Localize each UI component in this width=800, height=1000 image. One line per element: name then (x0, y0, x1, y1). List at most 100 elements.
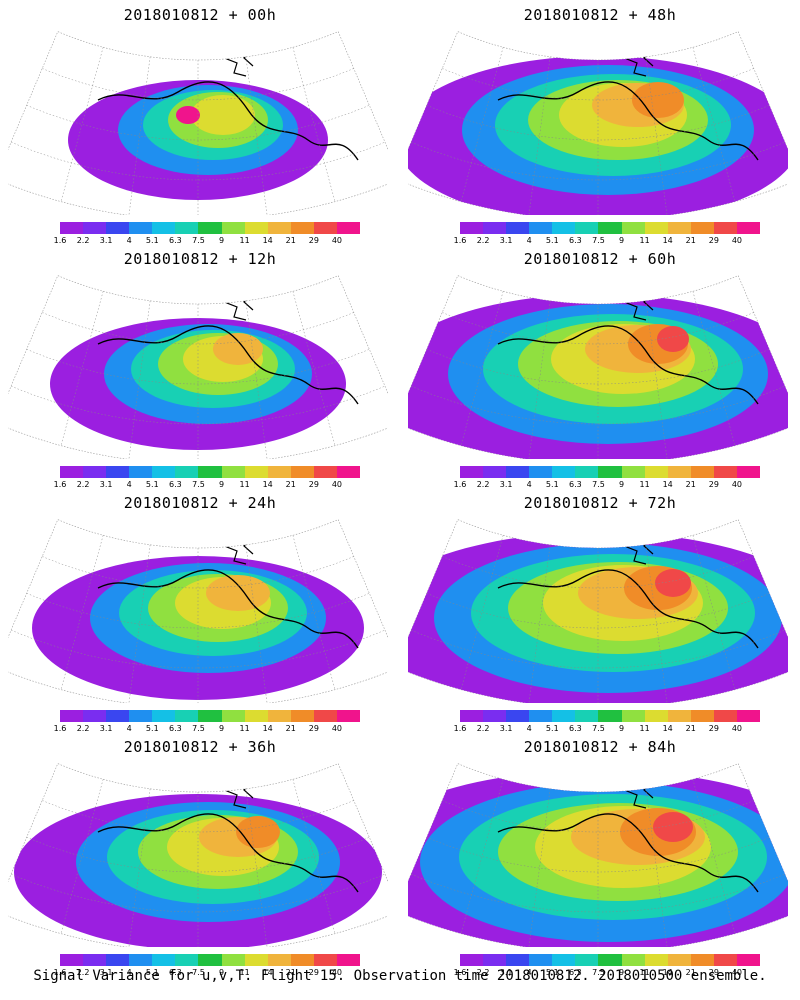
colorbar-tick-label: 5.1 (545, 480, 559, 489)
colorbar-tick-label: 40 (331, 968, 343, 977)
colorbar-tick-label: 14 (262, 480, 273, 489)
graticule-latitude (442, 800, 754, 833)
colorbar-tick-label: 40 (731, 968, 743, 977)
graticule-longitude (692, 291, 736, 446)
colorbar-tick-label: 2.2 (76, 236, 90, 245)
colorbar-tick-label: 9 (218, 236, 225, 245)
colorbar-swatch (129, 954, 153, 966)
colorbar-tick-label: 2.2 (76, 968, 90, 977)
colorbar-swatch (460, 710, 484, 722)
graticule-longitude (60, 535, 104, 690)
colorbar-swatch (690, 954, 714, 966)
colorbar-tick-label: 5.1 (145, 724, 159, 733)
graticule-latitude (426, 593, 770, 629)
colorbar-swatch (290, 466, 314, 478)
colorbar-swatch (529, 710, 553, 722)
variance-field (408, 39, 788, 215)
variance-map (408, 519, 788, 703)
colorbar (460, 710, 761, 722)
colorbar-swatch (644, 710, 668, 722)
colorbar-tick-label: 11 (239, 968, 250, 977)
colorbar-swatch (221, 466, 245, 478)
colorbar-tick-label: 11 (639, 236, 650, 245)
variance-map (8, 275, 388, 459)
colorbar-swatch (736, 954, 761, 966)
graticule-longitude (292, 47, 336, 202)
colorbar-swatch (713, 954, 737, 966)
colorbar-swatch (644, 954, 668, 966)
colorbar-swatch (506, 710, 530, 722)
colorbar-swatch (60, 222, 84, 234)
colorbar-tick-label: 2.2 (76, 724, 90, 733)
colorbar-tick-label: 1.6 (53, 968, 67, 977)
variance-field (408, 283, 788, 459)
coastline (97, 325, 359, 405)
coastline (497, 325, 759, 405)
variance-map (8, 31, 388, 215)
colorbar-labels: 1.6 2.2 3.1 4 5.1 6.3 7.5 9 11 14 21 29 40 (54, 236, 360, 246)
colorbar-tick-label: 1.6 (453, 480, 467, 489)
panel-title: 2018010812 + 12h (123, 250, 277, 268)
colorbar-tick-label: 4 (126, 236, 132, 245)
colorbar-swatch (129, 466, 153, 478)
graticule-longitude (292, 291, 336, 446)
colorbar-swatch (598, 466, 622, 478)
colorbar-tick-label: 40 (731, 480, 743, 489)
colorbar-swatch (667, 466, 691, 478)
colorbar-labels: 1.6 2.2 3.1 4 5.1 6.3 7.5 9 11 14 21 29 40 (454, 236, 760, 246)
colorbar-tick-label: 4 (526, 968, 532, 977)
colorbar-swatch (713, 222, 737, 234)
colorbar-tick-label: 3.1 (99, 968, 113, 977)
colorbar-tick-label: 6.3 (569, 480, 582, 489)
colorbar-swatch (198, 710, 222, 722)
graticule-longitude (292, 535, 336, 690)
graticule-longitude (245, 56, 268, 215)
graticule-longitude (245, 300, 268, 459)
forecast-panel: 2018010812 + 12h 1.6 2.2 3.1 4 5.1 6.3 7.5 9 11 14… (0, 244, 400, 489)
forecast-panel: 2018010812 + 48h 1.6 2.2 3.1 4 5.1 6.3 7.5 9 11 14… (400, 0, 800, 245)
colorbar-labels: 1.6 2.2 3.1 4 5.1 6.3 7.5 9 11 14 21 29 40 (54, 480, 360, 490)
colorbar-swatch (483, 222, 507, 234)
graticule-latitude (42, 556, 354, 589)
colorbar-tick-label: 3.1 (499, 724, 513, 733)
colorbar-tick-label: 6.3 (169, 724, 182, 733)
colorbar-swatch (290, 954, 314, 966)
colorbar-swatch (336, 222, 361, 234)
colorbar-tick-label: 9 (218, 480, 225, 489)
colorbar-tick-label: 6.3 (569, 724, 582, 733)
colorbar-tick-label: 9 (618, 724, 625, 733)
colorbar-tick-label: 29 (708, 480, 719, 489)
colorbar-tick-label: 29 (708, 724, 719, 733)
colorbar-tick-label: 1.6 (53, 724, 67, 733)
colorbar-swatch (460, 222, 484, 234)
colorbar-swatch (106, 466, 130, 478)
graticule-latitude (442, 556, 754, 589)
colorbar-swatch (736, 222, 761, 234)
colorbar-swatch (644, 222, 668, 234)
colorbar-swatch (336, 954, 361, 966)
colorbar-swatch (175, 466, 199, 478)
colorbar-tick-label: 7.5 (192, 968, 205, 977)
colorbar-tick-label: 3.1 (499, 968, 513, 977)
colorbar-swatch (198, 466, 222, 478)
colorbar-swatch (313, 954, 337, 966)
colorbar-tick-label: 1.6 (53, 480, 67, 489)
colorbar-tick-label: 29 (708, 968, 719, 977)
colorbar-swatch (60, 710, 84, 722)
colorbar-swatch (336, 710, 361, 722)
graticule-latitude (42, 68, 354, 101)
coastline (97, 81, 359, 161)
panel-title: 2018010812 + 36h (123, 738, 277, 756)
colorbar-swatch (336, 466, 361, 478)
colorbar-swatch (221, 710, 245, 722)
colorbar-tick-label: 7.5 (592, 968, 605, 977)
colorbar-swatch (575, 222, 599, 234)
panel-title: 2018010812 + 60h (523, 250, 677, 268)
colorbar-labels: 1.6 2.2 3.1 4 5.1 6.3 7.5 9 11 14 21 29 40 (454, 724, 760, 734)
colorbar-tick-label: 29 (308, 480, 319, 489)
colorbar-tick-label: 21 (285, 236, 296, 245)
colorbar-tick-label: 14 (262, 724, 273, 733)
graticule-longitude (645, 300, 668, 459)
colorbar (60, 222, 361, 234)
colorbar-swatch (106, 710, 130, 722)
